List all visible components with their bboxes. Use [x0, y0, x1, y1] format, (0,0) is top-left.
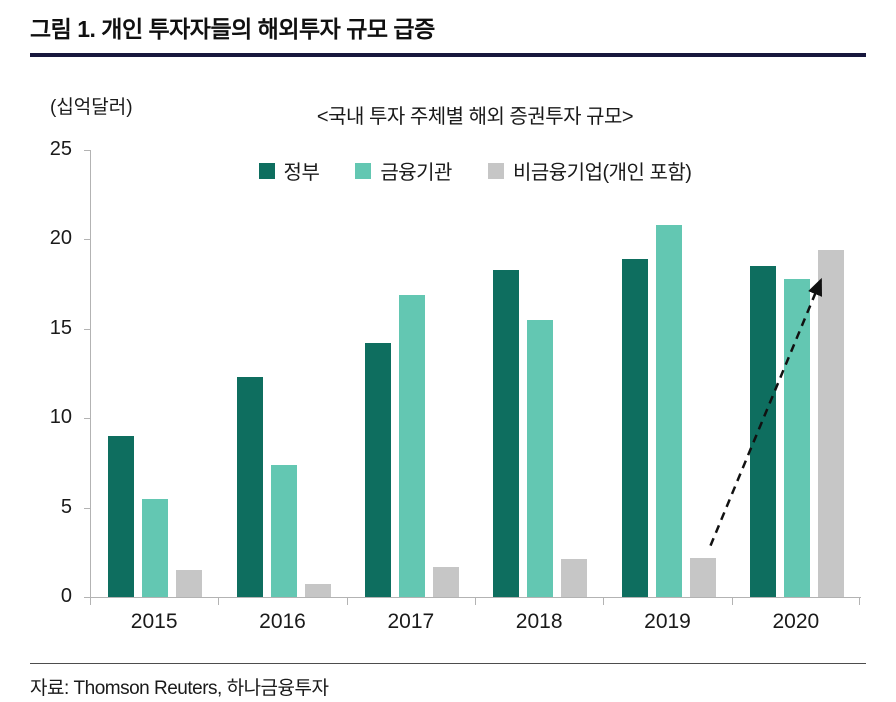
- source-note: 자료: Thomson Reuters, 하나금융투자: [30, 678, 329, 699]
- y-axis: 0 5 10 15 20 25: [0, 138, 90, 607]
- legend-item-0: 정부: [258, 156, 320, 185]
- bar-2015-series1: [142, 498, 169, 597]
- y-tick-label: 15: [49, 316, 72, 339]
- x-tick-label: 2017: [387, 610, 435, 633]
- y-tick-mark: [84, 239, 90, 241]
- y-tick-label: 5: [60, 495, 72, 518]
- x-tick-mark: [603, 598, 605, 605]
- chart-legend: 정부 금융기관 비금융기업(개인 포함): [90, 156, 860, 185]
- x-tick-mark: [218, 598, 220, 605]
- y-axis-unit-label: (십억달러): [50, 97, 133, 118]
- x-tick-label: 2018: [515, 610, 563, 633]
- bar-2018-series0: [493, 269, 520, 597]
- x-tick-mark: [475, 598, 476, 605]
- bar-2020-series2: [817, 250, 844, 597]
- plot-area: [90, 150, 861, 598]
- bar-2015-series0: [108, 436, 135, 597]
- legend-item-1: 금융기관: [355, 156, 452, 185]
- legend-label: 비금융기업(개인 포함): [512, 162, 692, 184]
- y-tick-label: 25: [49, 138, 72, 160]
- y-tick-mark: [84, 150, 90, 151]
- bar-2018-series2: [561, 559, 588, 597]
- x-tick-mark: [346, 598, 348, 605]
- x-tick-mark: [859, 598, 860, 605]
- bar-2019-series1: [655, 225, 682, 597]
- legend-swatch-icon: [487, 162, 504, 179]
- y-tick-mark: [84, 597, 90, 598]
- y-tick-label: 20: [49, 227, 72, 250]
- bar-2020-series1: [783, 278, 810, 597]
- bar-2019-series0: [621, 259, 648, 597]
- legend-label: 금융기관: [380, 162, 452, 184]
- bar-2017-series2: [432, 566, 459, 597]
- bar-2016-series0: [236, 377, 263, 597]
- bar-2016-series1: [270, 464, 297, 597]
- x-axis: 2015 2016 2017 2018 2019 2020: [90, 598, 860, 643]
- y-tick-mark: [84, 507, 90, 509]
- y-tick-mark: [84, 418, 90, 420]
- bar-2015-series2: [176, 570, 203, 597]
- x-tick-label: 2016: [259, 610, 306, 633]
- figure-header: 그림 1. 개인 투자자들의 해외투자 규모 급증: [30, 10, 866, 57]
- legend-label: 정부: [283, 162, 320, 184]
- figure-title: 그림 1. 개인 투자자들의 해외투자 규모 급증: [30, 16, 435, 42]
- x-tick-label: 2015: [130, 610, 178, 633]
- x-tick-label: 2019: [644, 610, 691, 633]
- bar-2016-series2: [304, 584, 331, 597]
- legend-swatch-icon: [355, 162, 372, 179]
- legend-swatch-icon: [258, 162, 275, 179]
- legend-item-2: 비금융기업(개인 포함): [487, 156, 692, 185]
- bar-2017-series1: [398, 294, 425, 597]
- y-tick-label: 10: [49, 406, 72, 429]
- bar-2018-series1: [527, 319, 554, 597]
- chart-subtitle: <국내 투자 주체별 해외 증권투자 규모>: [316, 106, 634, 128]
- footer-divider: [30, 663, 866, 664]
- bar-2020-series0: [749, 266, 776, 597]
- trend-arrow: [709, 277, 823, 547]
- x-tick-mark: [731, 598, 733, 605]
- y-tick-label: 0: [60, 585, 72, 607]
- bar-2017-series0: [364, 343, 391, 597]
- bar-2019-series2: [689, 557, 716, 597]
- x-tick-label: 2020: [772, 610, 820, 633]
- x-tick-mark: [90, 598, 91, 605]
- y-tick-mark: [84, 328, 90, 330]
